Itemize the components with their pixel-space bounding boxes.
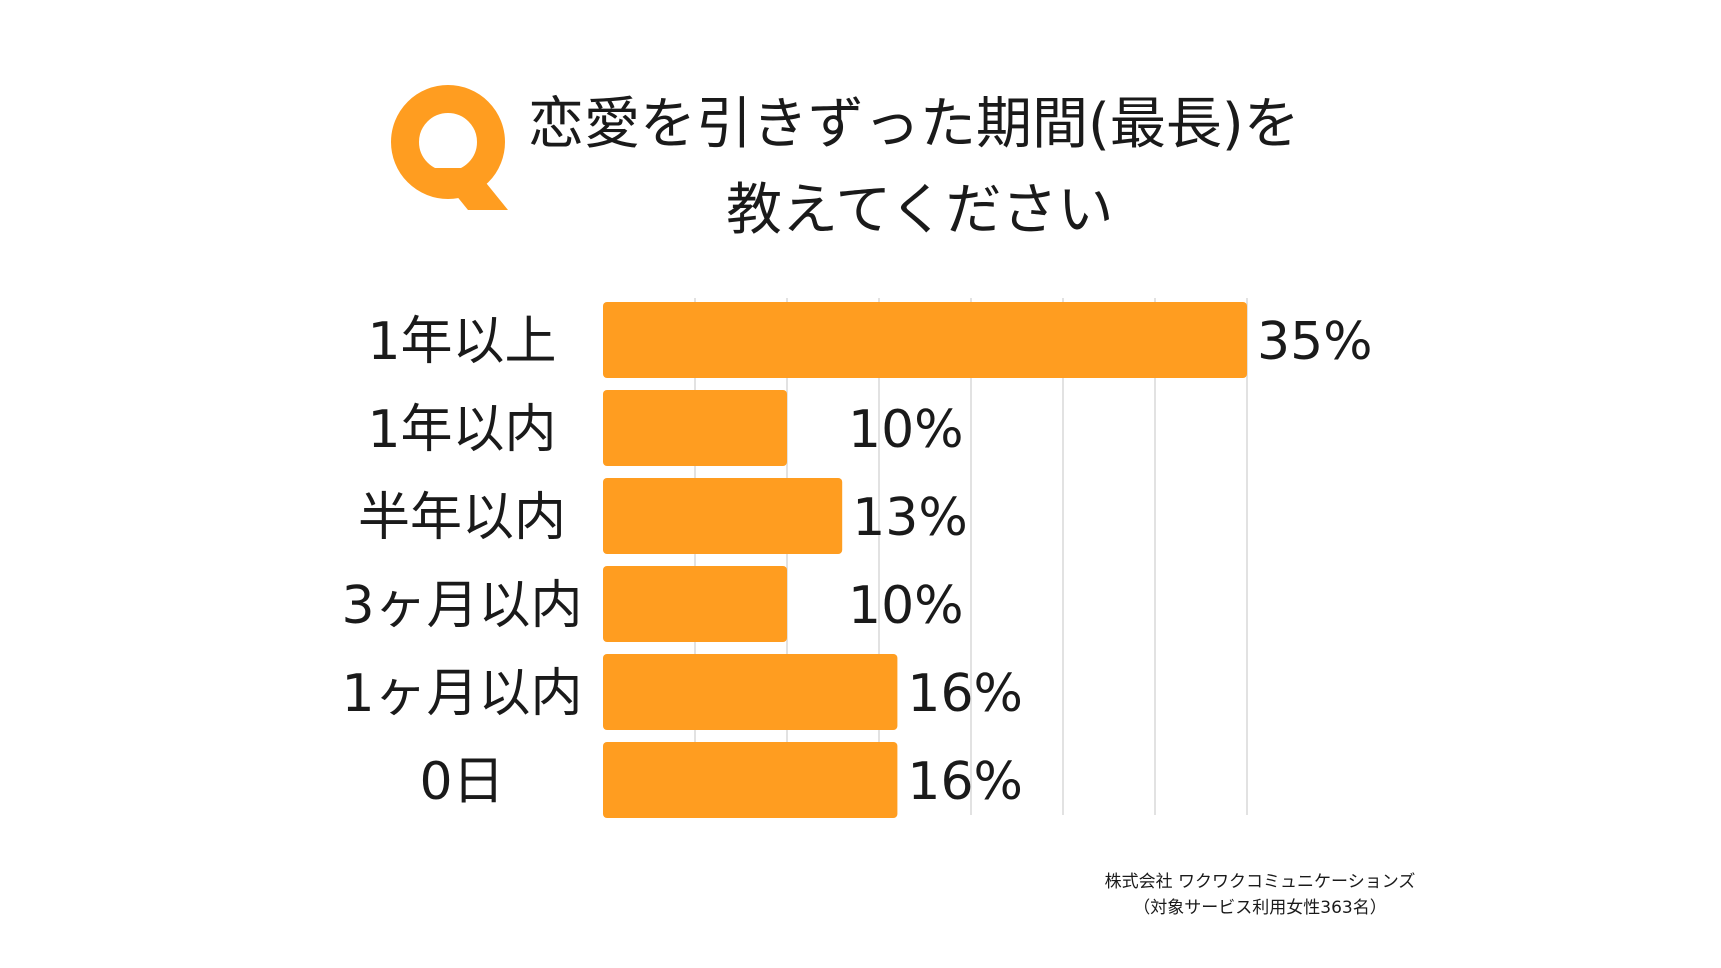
- chart-title-line-1: 恋愛を引きずった期間(最長)を: [528, 92, 1300, 157]
- credit-sample-note: （対象サービス利用女性363名）: [1133, 898, 1387, 918]
- value-label-1: 10%: [848, 400, 964, 460]
- chart-title-line-2: 教えてください: [726, 178, 1114, 243]
- credit-company: 株式会社 ワクワクコミュニケーションズ: [1104, 872, 1416, 892]
- value-label-2: 13%: [852, 488, 968, 548]
- bar-1: [603, 390, 787, 466]
- bar-2: [603, 478, 843, 554]
- q-badge-icon: Q: [391, 85, 508, 210]
- category-label-0: 1年以上: [367, 312, 556, 372]
- category-label-1: 1年以内: [367, 400, 556, 460]
- value-label-4: 16%: [907, 664, 1023, 724]
- value-label-3: 10%: [848, 576, 964, 636]
- category-label-4: 1ヶ月以内: [341, 664, 582, 724]
- category-label-5: 0日: [419, 752, 504, 812]
- bar-0: [603, 302, 1247, 378]
- value-label-5: 16%: [907, 752, 1023, 812]
- bar-4: [603, 654, 898, 730]
- bars: [603, 302, 1247, 818]
- category-label-2: 半年以内: [358, 488, 566, 548]
- bar-3: [603, 566, 787, 642]
- value-label-0: 35%: [1257, 312, 1373, 372]
- category-label-3: 3ヶ月以内: [341, 576, 582, 636]
- value-labels: 35% 10% 13% 10% 16% 16%: [848, 312, 1373, 812]
- bar-5: [603, 742, 898, 818]
